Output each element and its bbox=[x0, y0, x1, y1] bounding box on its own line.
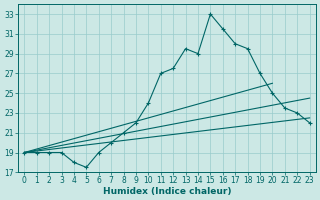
X-axis label: Humidex (Indice chaleur): Humidex (Indice chaleur) bbox=[103, 187, 231, 196]
